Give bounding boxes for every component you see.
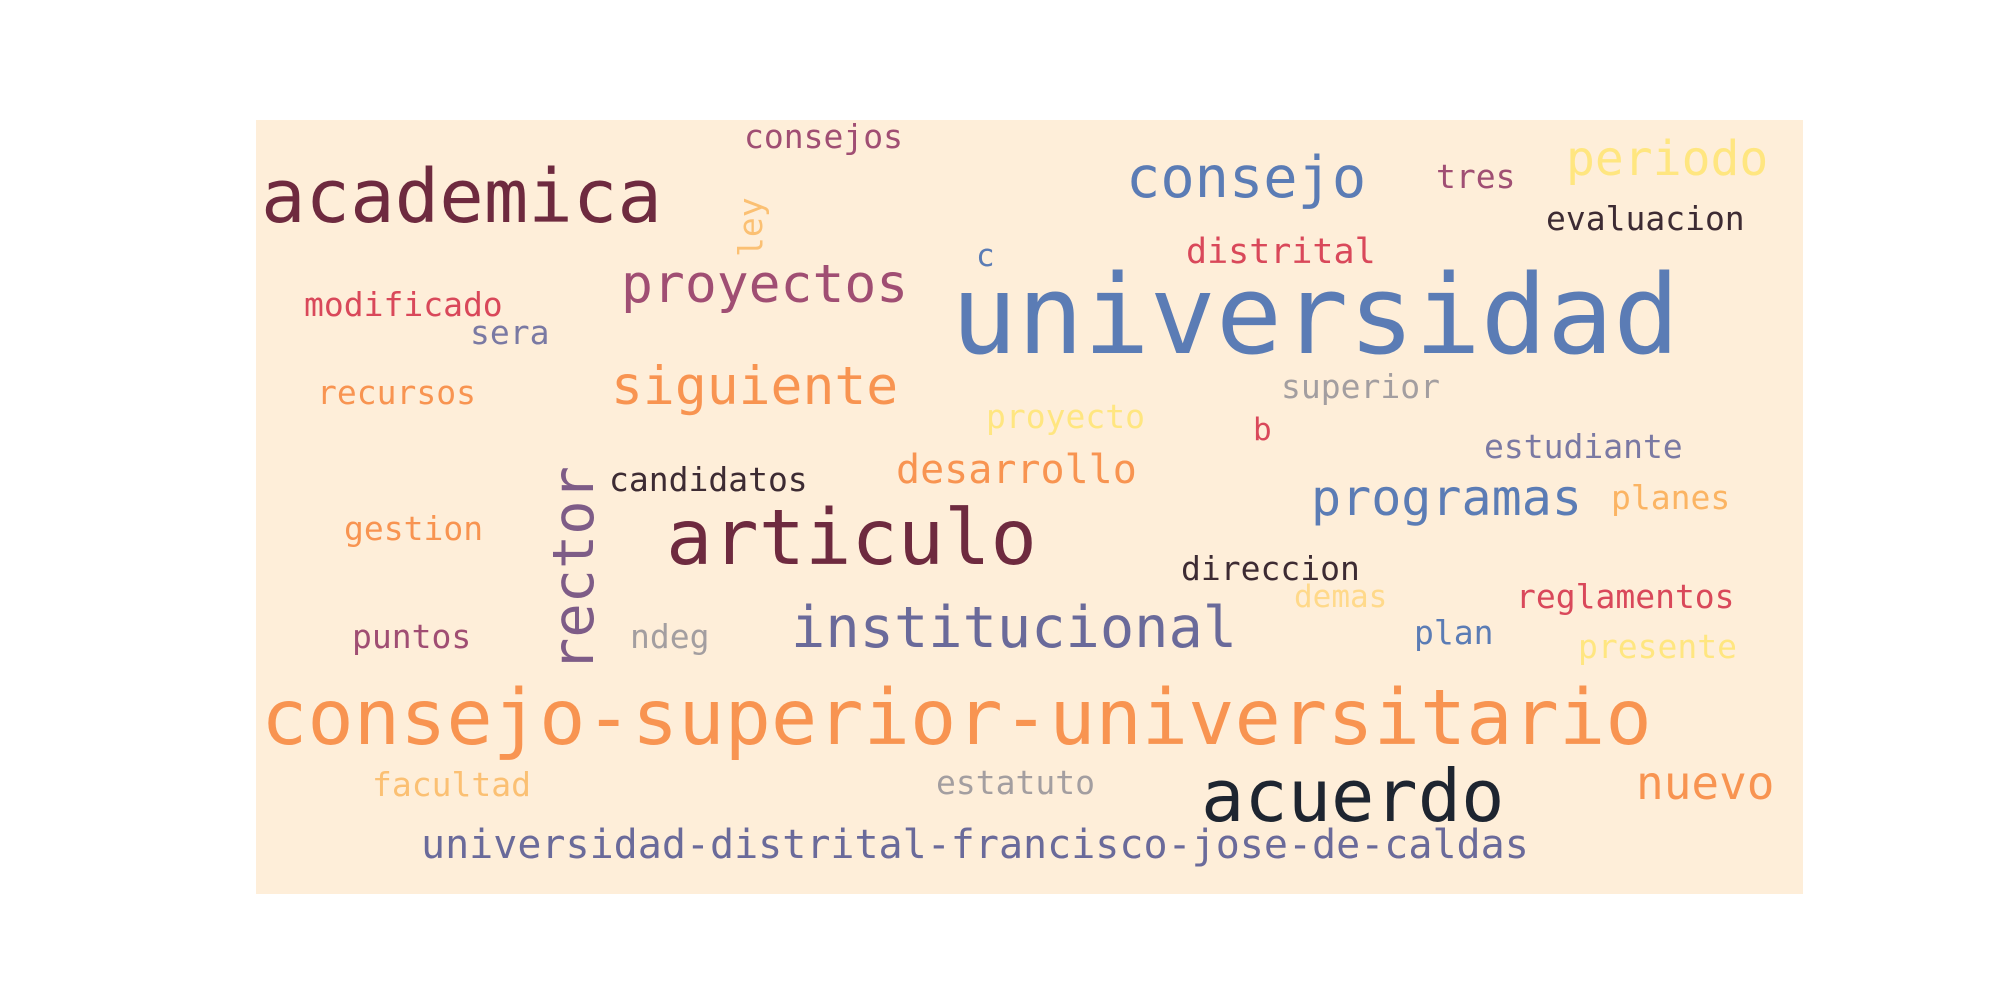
word-demas: demas xyxy=(1294,579,1388,615)
word-recursos: recursos xyxy=(317,373,476,412)
word-estatuto: estatuto xyxy=(936,763,1095,802)
word-sera: sera xyxy=(470,313,550,352)
word-gestion: gestion xyxy=(344,509,484,548)
word-proyecto: proyecto xyxy=(986,397,1145,436)
word-siguiente: siguiente xyxy=(611,356,899,417)
word-consejo-superior-universitario: consejo-superior-universitario xyxy=(261,674,1652,763)
word-ndeg: ndeg xyxy=(630,617,710,656)
word-plan: plan xyxy=(1414,613,1494,652)
word-desarrollo: desarrollo xyxy=(896,447,1137,493)
word-evaluacion: evaluacion xyxy=(1546,199,1745,238)
word-proyectos: proyectos xyxy=(621,254,909,315)
word-c: c xyxy=(976,238,995,274)
word-estudiante: estudiante xyxy=(1484,427,1683,466)
word-universidad: universidad xyxy=(951,251,1680,379)
word-nuevo: nuevo xyxy=(1636,756,1775,810)
word-periodo: periodo xyxy=(1566,131,1769,187)
word-academica: academica xyxy=(261,154,662,240)
word-modificado: modificado xyxy=(304,285,503,324)
word-institucional: institucional xyxy=(791,595,1238,661)
word-planes: planes xyxy=(1611,478,1731,517)
word-programas: programas xyxy=(1311,469,1582,527)
word-puntos: puntos xyxy=(352,617,472,656)
word-distrital: distrital xyxy=(1186,232,1376,272)
word-consejo: consejo xyxy=(1126,145,1367,211)
word-consejos: consejos xyxy=(744,120,903,156)
word-articulo: articulo xyxy=(666,494,1037,583)
word-reglamentos: reglamentos xyxy=(1516,577,1735,616)
word-tres: tres xyxy=(1436,157,1516,196)
word-acuerdo: acuerdo xyxy=(1201,754,1505,838)
word-universidad-distrital-francisco-jose-de-caldas: universidad-distrital-francisco-jose-de-… xyxy=(421,822,1529,868)
word-facultad: facultad xyxy=(372,765,531,804)
word-direccion: direccion xyxy=(1181,549,1360,588)
word-rector: rector xyxy=(541,466,607,672)
word-presente: presente xyxy=(1578,627,1737,666)
word-cloud: universidad consejo-superior-universitar… xyxy=(256,120,1803,894)
word-ley: ley xyxy=(731,197,770,257)
word-superior: superior xyxy=(1281,367,1440,406)
word-b: b xyxy=(1253,412,1272,448)
word-candidatos: candidatos xyxy=(609,460,808,499)
